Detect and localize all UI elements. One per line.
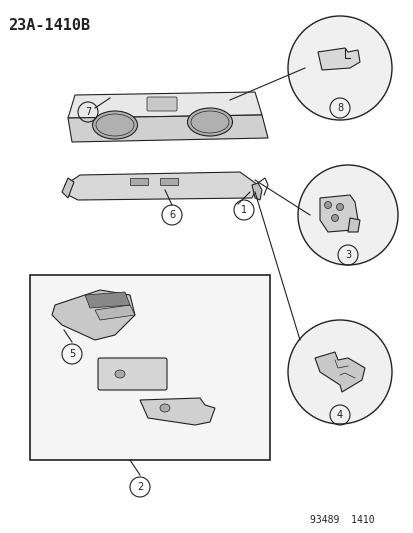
Text: 5: 5 bbox=[69, 349, 75, 359]
Circle shape bbox=[287, 320, 391, 424]
Ellipse shape bbox=[92, 111, 137, 139]
Bar bbox=[130, 178, 147, 185]
Text: 1: 1 bbox=[240, 205, 247, 215]
Text: 4: 4 bbox=[336, 410, 342, 420]
Circle shape bbox=[297, 165, 397, 265]
FancyBboxPatch shape bbox=[147, 97, 177, 111]
Ellipse shape bbox=[159, 404, 170, 412]
Bar bbox=[30, 275, 269, 460]
Polygon shape bbox=[65, 172, 257, 200]
Polygon shape bbox=[140, 398, 214, 425]
Polygon shape bbox=[252, 183, 261, 200]
Text: 8: 8 bbox=[336, 103, 342, 113]
Polygon shape bbox=[68, 115, 267, 142]
Text: 6: 6 bbox=[169, 210, 175, 220]
Polygon shape bbox=[319, 195, 357, 232]
Polygon shape bbox=[68, 92, 261, 118]
Polygon shape bbox=[95, 305, 135, 320]
Text: 93489  1410: 93489 1410 bbox=[309, 515, 374, 525]
Circle shape bbox=[287, 16, 391, 120]
Polygon shape bbox=[317, 48, 359, 70]
Circle shape bbox=[324, 201, 331, 208]
Text: 2: 2 bbox=[137, 482, 143, 492]
Polygon shape bbox=[52, 290, 135, 340]
Polygon shape bbox=[85, 292, 130, 308]
Ellipse shape bbox=[187, 108, 232, 136]
Circle shape bbox=[331, 214, 338, 222]
FancyBboxPatch shape bbox=[98, 358, 166, 390]
Text: 3: 3 bbox=[344, 250, 350, 260]
Polygon shape bbox=[314, 352, 364, 392]
Ellipse shape bbox=[115, 370, 125, 378]
Polygon shape bbox=[347, 218, 359, 232]
Text: 7: 7 bbox=[85, 107, 91, 117]
Bar bbox=[159, 178, 178, 185]
Polygon shape bbox=[62, 178, 74, 198]
Text: 23A-1410B: 23A-1410B bbox=[8, 18, 90, 33]
Circle shape bbox=[336, 204, 343, 211]
